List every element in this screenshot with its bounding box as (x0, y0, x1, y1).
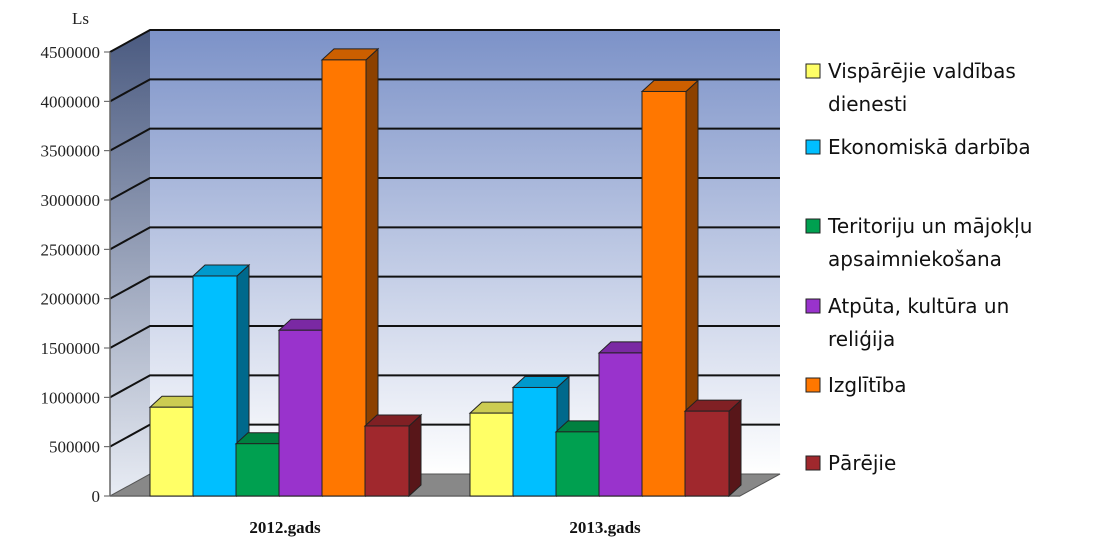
bar (640, 79, 700, 498)
gridline (109, 325, 780, 349)
y-tick-label: 4500000 (41, 43, 101, 62)
gridline (109, 29, 780, 53)
bar-side (728, 399, 742, 498)
x-tick-label: 2012.gads (249, 518, 321, 537)
legend-label: Pārējie (828, 451, 896, 475)
y-tick-label: 500000 (49, 438, 100, 457)
bar-front (684, 410, 730, 497)
gridline (109, 374, 780, 399)
bar-front (598, 352, 644, 497)
legend-item: Teritoriju un mājokļu apsaimniekošana (805, 214, 1032, 271)
y-tick-label: 3500000 (41, 142, 101, 161)
legend-swatch (805, 139, 821, 155)
legend-swatch (805, 455, 821, 471)
legend-label: dienesti (828, 92, 907, 116)
legend-swatch (805, 377, 821, 393)
legend-label: Izglītība (828, 373, 907, 397)
legend-item: Atpūta, kultūra un reliģija (805, 294, 1009, 351)
legend-label: Ekonomiskā darbība (828, 135, 1031, 159)
bar (363, 413, 423, 498)
legend-swatch (805, 218, 821, 234)
gridline (109, 275, 780, 300)
y-tick-label: 1500000 (41, 339, 101, 358)
legend-item: Pārējie (805, 451, 896, 475)
x-tick-labels: 2012.gads 2013.gads (249, 518, 641, 537)
legend: Vispārējie valdības dienesti Ekonomiskā da… (805, 59, 1032, 475)
legend-label: Vispārējie valdības (828, 59, 1016, 83)
gridline (109, 78, 780, 103)
legend-item: Vispārējie valdības dienesti (805, 59, 1016, 116)
legend-item: Izglītība (805, 373, 907, 397)
x-tick-label: 2013.gads (569, 518, 641, 537)
legend-swatch (805, 298, 821, 314)
y-tick-label: 2000000 (41, 290, 101, 309)
bar (683, 399, 743, 498)
bar-front (512, 386, 558, 497)
bar-front (555, 431, 601, 497)
y-tick-label: 3000000 (41, 191, 101, 210)
gridline (109, 177, 780, 201)
legend-label: Teritoriju un mājokļu (827, 214, 1032, 238)
gridline (109, 127, 780, 152)
y-tick-label: 4000000 (41, 92, 101, 111)
y-tick-label: 0 (92, 487, 101, 506)
legend-label: reliģija (828, 327, 895, 351)
bar-front (364, 425, 410, 497)
y-tick-labels: 0 500000 1000000 1500000 2000000 2500000 30000… (41, 43, 101, 506)
bar-front (321, 59, 367, 497)
bar-front (469, 412, 515, 497)
y-tick-label: 2500000 (41, 240, 101, 259)
y-unit-label: Ls (72, 9, 89, 28)
gridline (109, 226, 780, 251)
y-tick-label: 1000000 (41, 388, 101, 407)
bar (320, 47, 380, 498)
legend-swatch (805, 63, 821, 79)
legend-item: Ekonomiskā darbība (805, 135, 1031, 159)
bar-side (408, 413, 422, 498)
legend-label: apsaimniekošana (828, 247, 1002, 271)
bar-front (641, 90, 687, 497)
bar (191, 263, 251, 498)
legend-label: Atpūta, kultūra un (828, 294, 1009, 318)
bar-front (149, 406, 195, 497)
bars (148, 47, 743, 498)
bar-front (192, 275, 238, 497)
bar-front (235, 443, 281, 497)
bar-front (278, 329, 324, 497)
side-wall (110, 30, 150, 496)
